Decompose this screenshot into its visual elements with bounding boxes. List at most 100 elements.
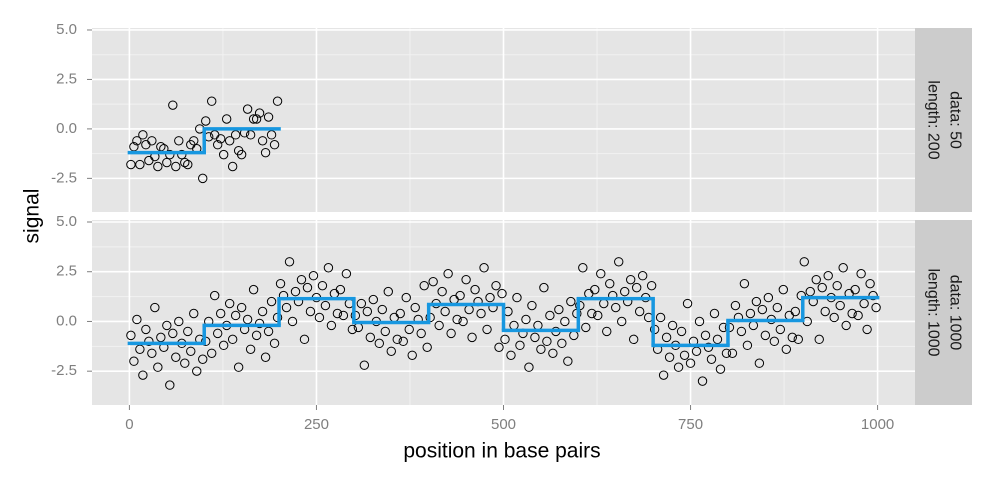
point bbox=[201, 116, 211, 126]
point bbox=[356, 298, 367, 309]
point bbox=[697, 376, 708, 386]
point bbox=[805, 286, 815, 297]
point bbox=[706, 354, 717, 364]
x-tick-label: 0 bbox=[125, 416, 133, 433]
point bbox=[308, 270, 319, 281]
point bbox=[320, 300, 331, 311]
point bbox=[392, 334, 402, 345]
point bbox=[593, 310, 603, 321]
point bbox=[596, 269, 606, 279]
point bbox=[227, 161, 238, 172]
point bbox=[224, 298, 235, 309]
point bbox=[207, 348, 217, 358]
point bbox=[236, 149, 247, 160]
point bbox=[386, 346, 396, 356]
x-axis-title: position in base pairs bbox=[403, 440, 600, 463]
point bbox=[150, 302, 160, 313]
point bbox=[847, 308, 857, 319]
point bbox=[260, 147, 271, 158]
point bbox=[548, 348, 558, 358]
point bbox=[180, 358, 190, 368]
point bbox=[691, 346, 702, 356]
point bbox=[440, 306, 450, 317]
point bbox=[614, 257, 624, 267]
point bbox=[275, 278, 286, 289]
point bbox=[557, 338, 567, 349]
point bbox=[180, 157, 190, 168]
point bbox=[162, 320, 172, 331]
point bbox=[611, 302, 621, 313]
point bbox=[254, 108, 265, 118]
point bbox=[862, 324, 872, 335]
point bbox=[287, 316, 298, 327]
point bbox=[476, 308, 486, 319]
point bbox=[799, 257, 809, 267]
point bbox=[272, 96, 283, 106]
point bbox=[338, 310, 349, 321]
strip-label: data: 1000 bbox=[946, 275, 963, 351]
point bbox=[625, 274, 636, 285]
point bbox=[781, 344, 792, 355]
point bbox=[153, 362, 163, 372]
point bbox=[224, 136, 235, 146]
point bbox=[700, 330, 711, 341]
strip-label: data: 50 bbox=[946, 91, 963, 149]
point bbox=[820, 306, 830, 317]
point bbox=[359, 360, 370, 370]
point bbox=[512, 292, 522, 303]
point bbox=[215, 134, 226, 144]
point bbox=[147, 136, 157, 146]
point bbox=[147, 348, 157, 358]
point bbox=[362, 306, 373, 317]
point bbox=[257, 136, 268, 146]
point bbox=[347, 324, 358, 335]
point bbox=[218, 340, 229, 351]
point bbox=[171, 352, 181, 362]
point bbox=[218, 149, 229, 160]
point bbox=[775, 324, 786, 335]
point bbox=[341, 269, 352, 279]
point bbox=[736, 326, 747, 337]
point bbox=[335, 284, 346, 295]
point bbox=[470, 284, 480, 295]
point bbox=[132, 136, 142, 146]
point bbox=[646, 280, 657, 291]
point bbox=[446, 328, 456, 339]
point bbox=[730, 300, 741, 311]
point bbox=[302, 282, 313, 293]
point bbox=[856, 269, 866, 279]
point bbox=[401, 292, 411, 303]
point bbox=[126, 159, 136, 170]
point bbox=[841, 320, 851, 331]
point bbox=[198, 173, 208, 184]
point bbox=[482, 324, 492, 335]
point bbox=[326, 320, 337, 331]
point bbox=[455, 290, 465, 301]
point bbox=[620, 286, 630, 297]
point bbox=[835, 300, 845, 311]
point bbox=[248, 284, 259, 295]
strip-label: length: 1000 bbox=[924, 268, 941, 356]
point bbox=[814, 334, 824, 345]
point bbox=[871, 302, 881, 313]
point bbox=[515, 340, 525, 351]
point bbox=[715, 364, 726, 374]
point bbox=[793, 334, 803, 345]
point bbox=[419, 280, 429, 291]
point bbox=[135, 159, 145, 170]
point bbox=[709, 308, 720, 319]
point bbox=[491, 280, 501, 291]
point bbox=[536, 344, 546, 355]
point bbox=[823, 270, 833, 281]
point bbox=[673, 362, 684, 372]
point bbox=[832, 280, 842, 291]
point bbox=[742, 340, 753, 351]
point bbox=[676, 326, 687, 337]
point bbox=[694, 316, 705, 327]
point bbox=[198, 354, 208, 364]
point bbox=[374, 338, 385, 349]
point bbox=[162, 157, 172, 168]
point bbox=[141, 324, 151, 335]
point bbox=[248, 114, 259, 124]
